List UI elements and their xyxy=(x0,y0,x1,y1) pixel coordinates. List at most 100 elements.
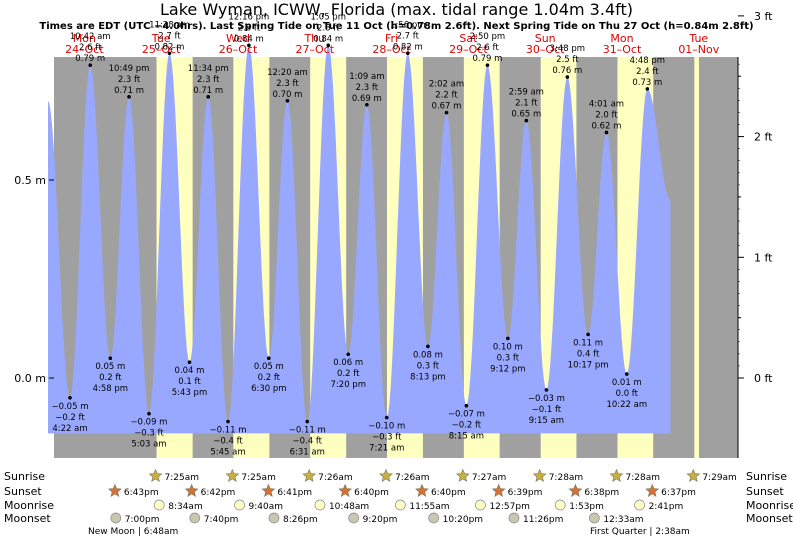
tide-time: 2:50 pm xyxy=(470,32,505,42)
tide-point xyxy=(127,95,131,99)
left-axis-label: 0.5 m xyxy=(14,174,46,187)
tide-time: 9:15 am xyxy=(529,416,564,426)
tide-time: 6:30 pm xyxy=(251,384,286,394)
tide-time: 5:03 am xyxy=(131,440,166,450)
tide-point xyxy=(187,360,192,364)
tide-height-m: 0.01 m xyxy=(612,378,642,388)
tide-height-ft: −0.3 ft xyxy=(372,433,402,443)
moonrise-icon xyxy=(634,499,645,511)
sunset-time: 6:37pm xyxy=(661,488,696,498)
tide-height-m: 0.76 m xyxy=(552,66,582,76)
tide-height-ft: −0.2 ft xyxy=(55,413,85,423)
tide-time: 7:21 am xyxy=(369,444,404,454)
moon-phase-label: New Moon | 6:48am xyxy=(88,527,178,537)
day-labels: Mon24–OctTue25–OctWed26–OctThu27–OctFri2… xyxy=(65,32,720,56)
tide-height-ft: 2.3 ft xyxy=(118,75,141,85)
tide-height-m: 0.84 m xyxy=(313,34,343,44)
moonrise-icon xyxy=(234,499,245,511)
sunrise-time: 7:28am xyxy=(549,473,584,483)
tide-point xyxy=(68,396,72,400)
tide-time: 4:58 pm xyxy=(93,384,128,394)
tide-height-ft: −0.3 ft xyxy=(134,429,164,439)
sun-icon xyxy=(455,468,470,482)
date-label: 01–Nov xyxy=(678,43,719,56)
moonset-row-label-left: Moonset xyxy=(4,512,51,525)
tide-point xyxy=(444,110,449,115)
sun-icon xyxy=(107,483,122,497)
moonset-time: 7:00pm xyxy=(125,515,160,525)
moonset-icon xyxy=(189,512,201,524)
chart-subtitle: Times are EDT (UTC −4.0hrs). Last Spring… xyxy=(39,21,753,32)
date-label: 28–Oct xyxy=(372,43,411,56)
tide-point xyxy=(147,411,151,416)
tide-height-m: 0.69 m xyxy=(352,94,382,104)
sunrise-time: 7:27am xyxy=(472,473,507,483)
tide-point xyxy=(305,419,310,424)
moonset-icon xyxy=(589,512,600,524)
tide-height-ft: 2.3 ft xyxy=(197,75,220,85)
tide-height-ft: 2.6 ft xyxy=(79,43,102,53)
day-label: Fri xyxy=(385,32,398,45)
tide-point xyxy=(464,403,469,408)
moonrise-time: 12:57pm xyxy=(489,502,529,512)
tide-height-m: −0.11 m xyxy=(289,426,326,436)
moonrise-time: 9:40am xyxy=(249,502,284,512)
tide-time: 8:15 am xyxy=(449,432,484,442)
tide-height-m: 0.70 m xyxy=(272,90,302,100)
tide-height-ft: 2.8 ft xyxy=(238,23,261,33)
moon-phase-label: First Quarter | 2:38am xyxy=(590,527,690,537)
tide-height-ft: 0.3 ft xyxy=(417,361,440,371)
tide-height-m: 0.04 m xyxy=(175,366,205,376)
tide-height-m: −0.09 m xyxy=(130,418,167,428)
sun-icon xyxy=(686,468,701,482)
sunset-time: 6:39pm xyxy=(508,488,543,498)
tide-height-ft: 0.2 ft xyxy=(99,373,122,383)
tide-point xyxy=(365,102,369,107)
moonset-row-label-right: Moonset xyxy=(746,512,793,525)
tide-time: 6:31 am xyxy=(290,448,325,458)
sunrise-time: 7:25am xyxy=(241,473,276,483)
tide-height-ft: 2.2 ft xyxy=(435,91,458,101)
sunset-time: 6:43pm xyxy=(124,488,159,498)
tide-point xyxy=(285,99,290,103)
tide-height-ft: 2.6 ft xyxy=(476,43,499,53)
sunset-time: 6:41pm xyxy=(277,488,312,498)
moonrise-icon xyxy=(153,499,165,511)
date-label: 25–Oct xyxy=(142,43,181,56)
tide-height-ft: −0.1 ft xyxy=(532,405,562,415)
tide-height-m: 0.11 m xyxy=(573,338,603,348)
tide-point xyxy=(604,130,609,135)
tide-time: 1:09 am xyxy=(349,72,384,82)
day-band xyxy=(694,57,699,458)
sunrise-time: 7:26am xyxy=(318,473,353,483)
right-axis-label: 2 ft xyxy=(754,131,773,144)
tide-area xyxy=(48,45,671,434)
tide-time: 4:22 am xyxy=(52,424,87,434)
tide-height-ft: 0.2 ft xyxy=(337,369,360,379)
chart-title: Lake Wyman, ICWW, Florida (max. tidal ra… xyxy=(160,0,633,19)
sun-icon xyxy=(302,468,317,482)
tide-time: 12:20 am xyxy=(267,68,308,78)
tide-time: 10:49 pm xyxy=(109,64,150,74)
day-label: Sat xyxy=(459,32,478,45)
tide-height-m: −0.07 m xyxy=(448,410,485,420)
date-label: 24–Oct xyxy=(65,43,104,56)
tide-height-ft: 2.0 ft xyxy=(595,110,618,120)
tide-height-ft: 0.0 ft xyxy=(616,389,639,399)
tide-point xyxy=(384,415,389,420)
right-axis-label: 0 ft xyxy=(754,372,773,385)
tide-point xyxy=(326,43,331,48)
date-label: 26–Oct xyxy=(219,43,258,56)
tide-time: 10:17 pm xyxy=(568,360,609,370)
tide-height-m: 0.71 m xyxy=(114,86,144,96)
moonset-icon xyxy=(348,512,360,524)
tide-time: 8:13 pm xyxy=(410,372,445,382)
tide-height-ft: 2.7 ft xyxy=(397,31,420,41)
day-label: Sun xyxy=(535,32,556,45)
tide-height-m: 0.62 m xyxy=(592,121,622,131)
tide-height-m: −0.05 m xyxy=(51,402,88,412)
tide-point xyxy=(524,118,529,123)
tide-height-ft: 0.3 ft xyxy=(497,353,520,363)
